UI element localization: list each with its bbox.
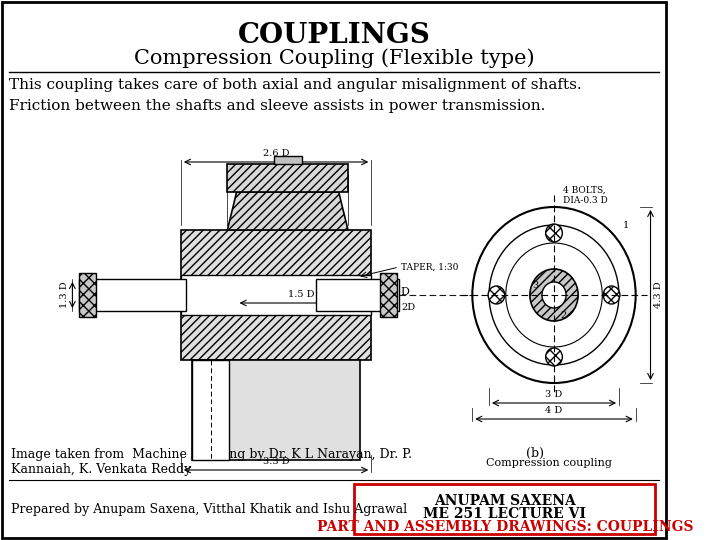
Circle shape xyxy=(546,348,562,366)
Bar xyxy=(192,360,360,460)
Circle shape xyxy=(530,269,578,321)
Bar xyxy=(79,273,96,317)
Text: (b): (b) xyxy=(526,447,544,460)
Text: 0.3D: 0.3D xyxy=(264,178,283,186)
Text: 4.3 D: 4.3 D xyxy=(654,282,663,308)
Text: 4 BOLTS,: 4 BOLTS, xyxy=(563,186,606,195)
Text: DIA-0.3 D: DIA-0.3 D xyxy=(563,196,608,205)
Text: ANUPAM SAXENA: ANUPAM SAXENA xyxy=(434,494,576,508)
Text: 2: 2 xyxy=(560,310,567,320)
Bar xyxy=(181,275,372,315)
Bar xyxy=(380,273,397,317)
Text: Prepared by Anupam Saxena, Vitthal Khatik and Ishu Agrawal: Prepared by Anupam Saxena, Vitthal Khati… xyxy=(11,503,408,516)
Text: 0.3D: 0.3D xyxy=(320,178,338,186)
Bar xyxy=(181,230,372,360)
Text: 4 D: 4 D xyxy=(545,406,562,415)
Text: 0.3D: 0.3D xyxy=(232,178,251,186)
Text: 3: 3 xyxy=(532,280,539,289)
Text: 3.3 D: 3.3 D xyxy=(263,457,289,466)
Text: 2D: 2D xyxy=(401,302,415,312)
Text: Compression Coupling (Flexible type): Compression Coupling (Flexible type) xyxy=(134,48,534,68)
Bar xyxy=(79,279,186,311)
Bar xyxy=(380,273,397,317)
Text: 1.5 D: 1.5 D xyxy=(288,290,315,299)
Text: 1.3 D: 1.3 D xyxy=(60,282,68,308)
Text: 5 D: 5 D xyxy=(126,303,143,312)
Circle shape xyxy=(542,282,566,308)
Text: 3 D: 3 D xyxy=(545,390,562,399)
Text: PART AND ASSEMBLY DRAWINGS: COUPLINGS: PART AND ASSEMBLY DRAWINGS: COUPLINGS xyxy=(317,520,693,534)
Text: 0.3D: 0.3D xyxy=(292,178,311,186)
Polygon shape xyxy=(228,192,348,230)
Text: This coupling takes care of both axial and angular misalignment of shafts.
Frict: This coupling takes care of both axial a… xyxy=(9,78,582,113)
Circle shape xyxy=(488,286,505,304)
Circle shape xyxy=(546,224,562,242)
Bar xyxy=(228,164,348,192)
Text: D: D xyxy=(401,287,410,297)
Text: Compression coupling: Compression coupling xyxy=(487,458,612,468)
Circle shape xyxy=(603,286,620,304)
Bar xyxy=(274,156,302,164)
Text: 1.8 D: 1.8 D xyxy=(274,162,301,171)
Text: Image taken from  Machine Drawing by Dr. K L Narayan, Dr. P.
Kannaiah, K. Venkat: Image taken from Machine Drawing by Dr. … xyxy=(11,448,412,476)
Text: COUPLINGS: COUPLINGS xyxy=(238,22,431,49)
Bar xyxy=(354,484,655,534)
Bar xyxy=(192,360,229,460)
Bar xyxy=(315,279,399,311)
Circle shape xyxy=(472,207,636,383)
Bar xyxy=(79,273,96,317)
Text: 2.6 D: 2.6 D xyxy=(263,149,289,158)
Text: TAPER, 1:30: TAPER, 1:30 xyxy=(401,262,458,272)
Text: ME 251 LECTURE VI: ME 251 LECTURE VI xyxy=(423,507,586,521)
Text: 1: 1 xyxy=(624,220,629,230)
